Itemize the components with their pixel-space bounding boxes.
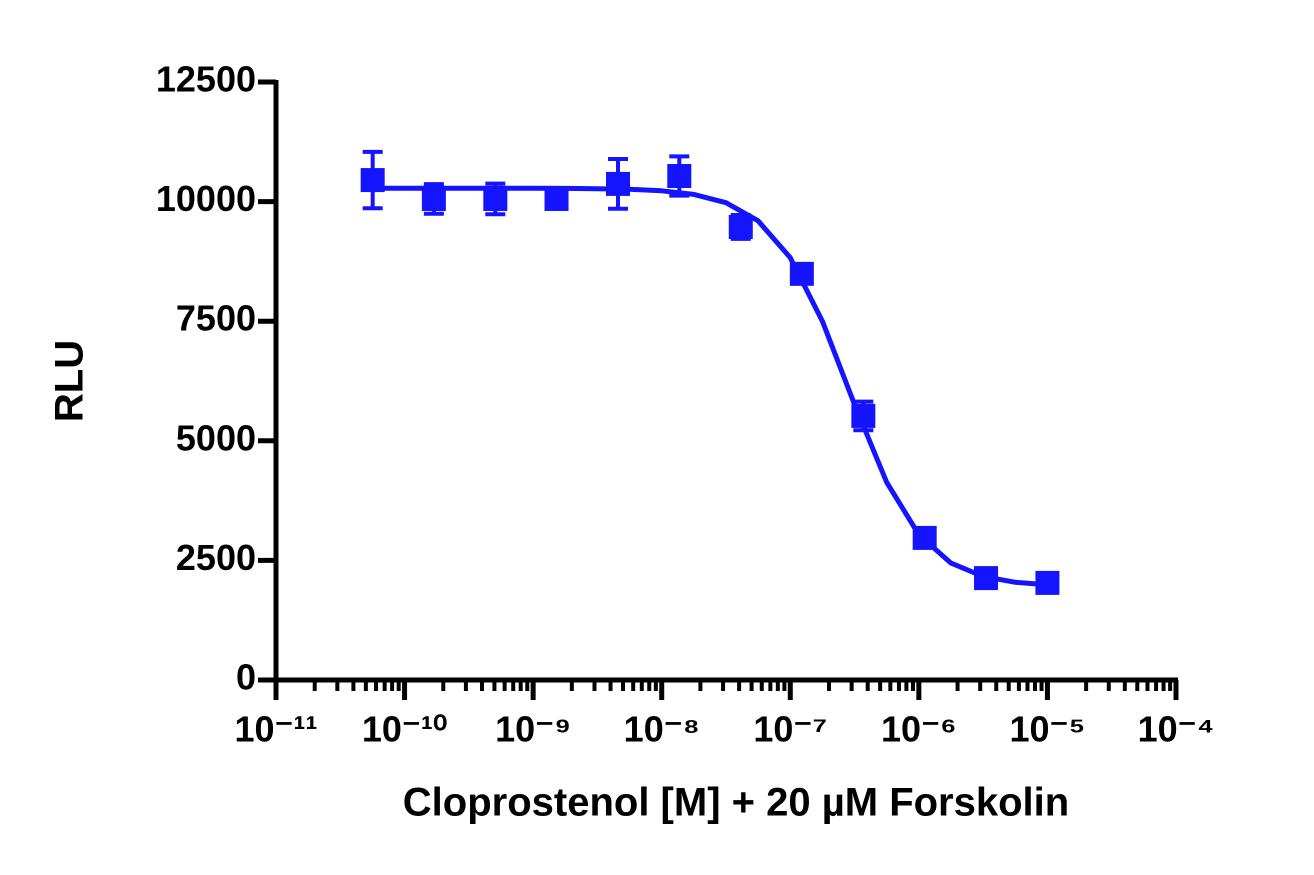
fit-curve — [372, 185, 1048, 588]
x-tick-label: 10⁻⁵ — [1009, 709, 1085, 750]
data-point — [974, 566, 999, 591]
y-tick-label: 10000 — [156, 178, 256, 219]
data-point — [728, 214, 753, 239]
x-tick-label: 10⁻⁸ — [624, 709, 700, 750]
y-tick-label: 5000 — [176, 417, 256, 458]
data-point — [851, 403, 876, 428]
x-tick-label: 10⁻⁹ — [495, 709, 571, 750]
data-point — [544, 186, 569, 211]
x-tick-label: 10⁻¹¹ — [234, 709, 317, 750]
data-point — [360, 168, 385, 193]
x-axis-title: Cloprostenol [M] + 20 µM Forskolin — [403, 781, 1069, 825]
data-point — [605, 171, 630, 196]
x-tick-label: 10⁻¹⁰ — [362, 709, 447, 750]
y-tick-label: 0 — [236, 657, 256, 698]
y-tick-label: 7500 — [176, 298, 256, 339]
x-tick-label: 10⁻⁶ — [881, 709, 957, 750]
data-point — [789, 261, 814, 286]
data-point — [667, 164, 692, 189]
data-point — [1035, 570, 1060, 595]
y-axis-title: RLU — [48, 340, 92, 422]
y-tick-label: 12500 — [156, 59, 256, 100]
x-tick-label: 10⁻⁴ — [1138, 709, 1215, 750]
data-point — [912, 525, 937, 550]
y-tick-label: 2500 — [176, 537, 256, 578]
x-tick-label: 10⁻⁷ — [753, 709, 827, 750]
data-point — [421, 186, 446, 211]
data-point — [483, 186, 508, 211]
